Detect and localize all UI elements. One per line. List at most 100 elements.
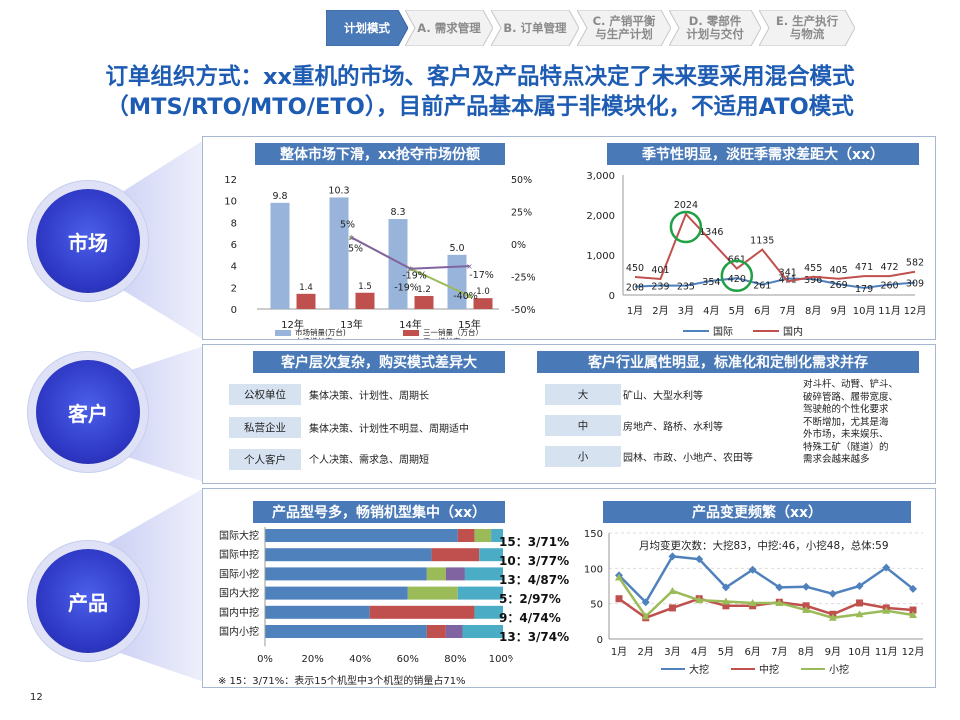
x-tick-label: 5月 (729, 305, 745, 317)
series-line-small (617, 576, 914, 620)
nav-step-plan-mode[interactable]: 计划模式 (326, 10, 408, 46)
y-tick-label: 0 (231, 305, 237, 316)
data-label: 1.0 (476, 287, 490, 297)
stacked-segment (265, 586, 408, 600)
data-label: 208 (626, 283, 644, 294)
x-tick-label: 12月 (902, 646, 925, 658)
data-label: 1346 (699, 227, 723, 238)
seasonal-demand-chart: 0 1,000 2,000 3,000 1月 2月 3月 4月 5月 6月 7月 8月 9月 10月 11月… (586, 171, 925, 338)
nav-step-execution[interactable]: E. 生产执行 与物流 (759, 10, 855, 46)
bar-company-sales (414, 296, 434, 309)
y-tick-label: 100 (584, 564, 603, 575)
product-changes-chart: 0 50 100 150 1月 2月 3月 4月 5月 6月 7月 8月 9月 10月 11月 12月 月均变更… (584, 529, 925, 676)
line-point (721, 583, 730, 592)
x-tick-label: 40% (349, 654, 371, 665)
nav-step-label: B. 订单管理 (503, 20, 567, 35)
x-tick-label: 1月 (611, 646, 627, 658)
x-tick-label: 5月 (718, 646, 734, 658)
x-tick-label: 80% (444, 654, 466, 665)
customer-type-desc: 个人决策、需求急、周期短 (309, 455, 429, 466)
data-label: 396 (804, 275, 822, 286)
data-label: 260 (880, 281, 898, 292)
x-tick-label: 12月 (904, 305, 925, 317)
data-label: -19% (394, 283, 419, 294)
legend-label: 市场增长率 (295, 336, 333, 339)
category-label: 国际小挖 (219, 567, 259, 580)
line-point (641, 612, 650, 620)
y-tick-label: 0 (597, 635, 603, 646)
x-tick-label: 2月 (638, 646, 654, 658)
page-title: 订单组织方式：xx重机的市场、客户及产品特点决定了未来要采用混合模式 （MTS/… (105, 64, 855, 120)
x-tick-label: 1月 (627, 305, 643, 317)
line-point (615, 595, 623, 603)
stacked-segment (407, 586, 458, 600)
x-tick-label: 4月 (703, 305, 719, 317)
stacked-segment (426, 625, 446, 638)
line-point (668, 552, 677, 561)
y-tick-label: 150 (584, 529, 603, 540)
x-tick-label: 2月 (652, 305, 668, 317)
series-line-medium (618, 597, 914, 620)
nav-step-demand[interactable]: A. 需求管理 (405, 10, 493, 46)
x-tick-label: 14年 (399, 318, 422, 331)
data-label: 471 (855, 262, 873, 273)
industry-note: 对斗杆、动臂、铲斗、 破碎管路、履带宽度、 驾驶舱的个性化要求 不断增加，尤其是… (803, 379, 899, 465)
data-label: 450 (626, 263, 644, 274)
data-label: 10.3 (328, 185, 349, 196)
x-tick-label: 8月 (798, 646, 814, 658)
data-label: 582 (906, 258, 924, 269)
bar-market-sales (388, 219, 408, 309)
highlight-circle (669, 210, 703, 244)
y-tick-label: 2,000 (586, 211, 615, 222)
data-label: -40% (453, 291, 478, 302)
x-tick-label: 20% (301, 654, 323, 665)
data-label: 5% (340, 220, 355, 231)
series-line-large (618, 554, 914, 605)
legend-swatch (275, 330, 291, 336)
stacked-segment (265, 625, 427, 638)
nav-step-label: E. 生产执行 与物流 (775, 14, 839, 41)
x-tick-label: 60% (397, 654, 419, 665)
customer-type-public: 公权单位 (229, 384, 301, 405)
y2-tick-label: 25% (511, 208, 532, 219)
data-label: 235 (677, 282, 695, 293)
highlight-circle (720, 259, 754, 293)
line-point (855, 582, 864, 590)
line-point (668, 586, 677, 594)
line-point (748, 598, 757, 606)
x-tick-label: 0% (257, 654, 273, 665)
line-point (668, 604, 676, 612)
data-label: 309 (906, 279, 924, 290)
line-point: × (348, 234, 355, 243)
stacked-segment (445, 625, 463, 638)
y-tick-label: 6 (231, 240, 237, 251)
industry-size-large: 大 (545, 384, 621, 405)
section-bubble-customer: 客户 (36, 360, 140, 464)
market-right-header: 季节性明显，淡旺季需求差距大（xx） (607, 143, 919, 165)
nav-step-parts[interactable]: D. 零部件 计划与交付 (669, 10, 761, 46)
stacked-segment (474, 605, 503, 619)
line-point (802, 602, 810, 610)
customer-type-private: 私营企业 (229, 417, 301, 438)
nav-step-balance[interactable]: C. 产销平衡 与生产计划 (577, 10, 671, 46)
legend-label: 中挖 (759, 663, 779, 676)
x-tick-label: 7月 (771, 646, 787, 658)
stacked-segment (479, 548, 503, 562)
line-point (882, 606, 891, 614)
category-label: 国内小挖 (219, 625, 259, 638)
stacked-segment (457, 586, 503, 600)
model-ratio: 10：3/77% (499, 554, 570, 568)
nav-step-order[interactable]: B. 订单管理 (491, 10, 579, 46)
line-point (855, 610, 864, 618)
data-label: 179 (855, 284, 873, 295)
x-tick-label: 7月 (780, 305, 796, 317)
model-ratio: 13：3/74% (499, 630, 570, 644)
nav-step-label: 计划模式 (344, 20, 390, 35)
data-label: 1135 (750, 236, 774, 247)
data-label: 455 (804, 263, 822, 274)
data-label: 261 (753, 281, 771, 292)
bar-company-sales (473, 298, 493, 309)
data-label: 5% (348, 244, 363, 255)
data-label: 8.3 (390, 207, 405, 218)
product-panel: 产品型号多，畅销机型集中（xx） 产品变更频繁（xx） 国际大挖 国际中挖 国际小挖… (202, 488, 936, 688)
